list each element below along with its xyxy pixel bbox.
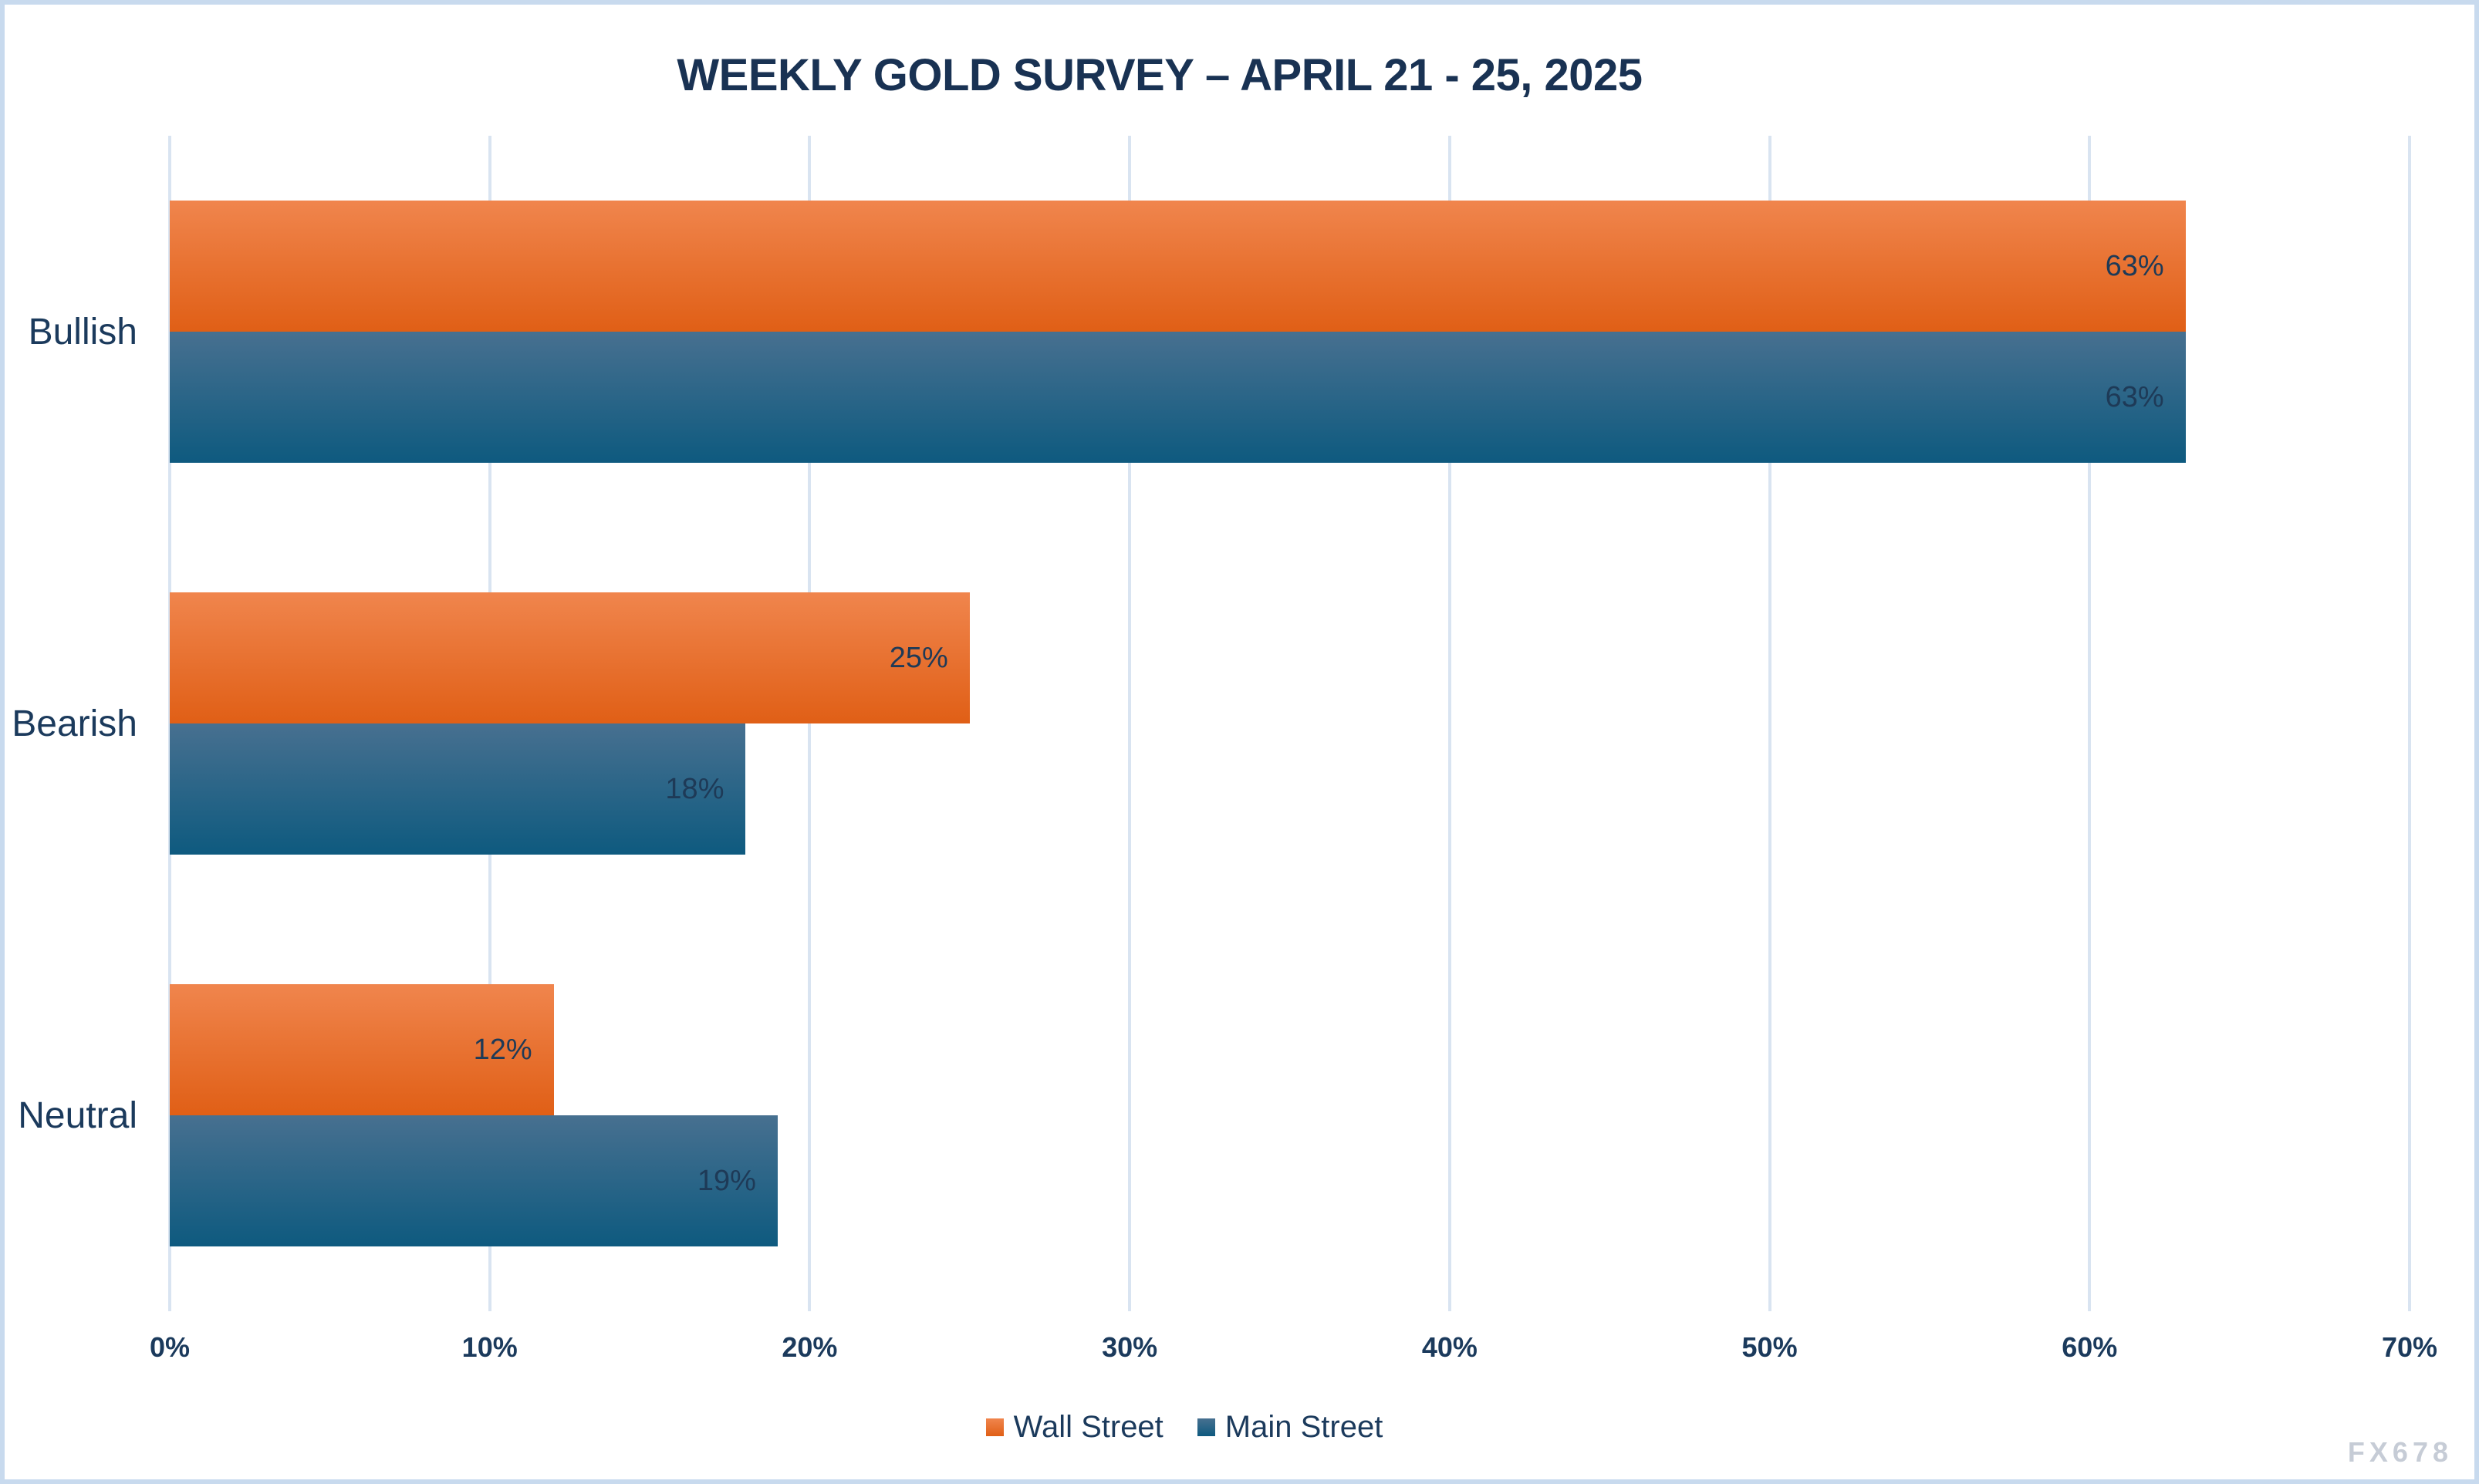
- x-axis-tick-label: 60%: [2062, 1331, 2118, 1363]
- gridline: [808, 136, 812, 1311]
- bar-value-label: 12%: [473, 1033, 532, 1066]
- category-label: Bullish: [28, 311, 137, 352]
- legend-swatch-icon: [1197, 1418, 1215, 1436]
- x-axis-tick-label: 0%: [149, 1331, 191, 1363]
- x-axis-tick-label: 30%: [1102, 1331, 1158, 1363]
- x-axis-tick-label: 40%: [1421, 1331, 1478, 1363]
- bar-wall-street: 25%: [170, 592, 970, 723]
- gridline: [1128, 136, 1132, 1311]
- x-axis-tick-label: 10%: [461, 1331, 518, 1363]
- bar-value-label: 63%: [2105, 249, 2164, 282]
- x-axis-tick-label: 50%: [1741, 1331, 1798, 1363]
- legend-label: Wall Street: [1013, 1410, 1164, 1444]
- category-label: Neutral: [18, 1094, 137, 1136]
- gridline: [2088, 136, 2092, 1311]
- watermark: FX678: [2347, 1436, 2453, 1468]
- bar-wall-street: 63%: [170, 201, 2186, 332]
- bar-value-label: 19%: [697, 1164, 756, 1197]
- category-label: Bearish: [12, 703, 137, 744]
- bar-value-label: 18%: [665, 772, 724, 805]
- bar-main-street: 19%: [170, 1115, 778, 1246]
- gridline: [1447, 136, 1451, 1311]
- x-axis-tick-label: 70%: [2381, 1331, 2438, 1363]
- gridline: [2408, 136, 2411, 1311]
- legend-label: Main Street: [1224, 1410, 1383, 1444]
- bar-main-street: 63%: [170, 332, 2186, 463]
- legend-swatch-icon: [985, 1418, 1004, 1436]
- x-axis-tick-label: 20%: [782, 1331, 838, 1363]
- bar-wall-street: 12%: [170, 984, 554, 1115]
- legend: Wall Street Main Street: [0, 1410, 2369, 1445]
- bar-main-street: 18%: [170, 723, 746, 855]
- gridline: [1768, 136, 1771, 1311]
- bar-value-label: 63%: [2105, 380, 2164, 413]
- legend-item-main-street: Main Street: [1197, 1410, 1383, 1445]
- legend-item-wall-street: Wall Street: [985, 1410, 1164, 1445]
- bar-value-label: 25%: [889, 641, 948, 674]
- chart-title: WEEKLY GOLD SURVEY – APRIL 21 - 25, 2025: [677, 50, 1643, 100]
